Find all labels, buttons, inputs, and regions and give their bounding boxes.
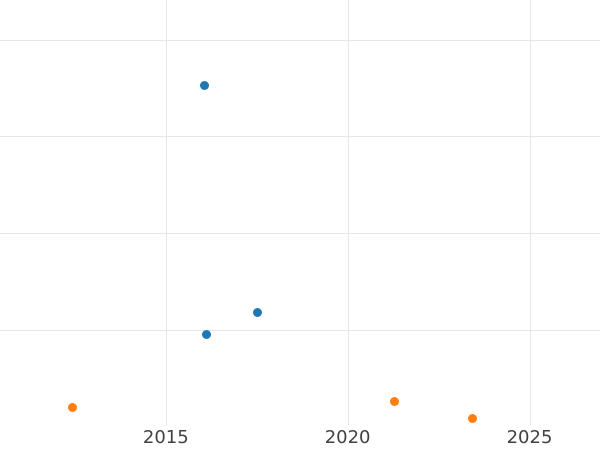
gridline-y-1 (0, 329, 600, 331)
gridline-x-2020 (347, 0, 349, 425)
x-tick-label-2025: 2025 (506, 427, 553, 448)
orange-series-point-2 (468, 414, 478, 424)
orange-series-point-1 (389, 396, 399, 406)
blue-series-point-0 (199, 80, 209, 90)
x-tick-label-2015: 2015 (142, 427, 189, 448)
orange-series-point-0 (67, 402, 77, 412)
x-tick-label-2020: 2020 (324, 427, 371, 448)
gridline-y-4 (0, 39, 600, 41)
gridline-y-2 (0, 233, 600, 234)
gridline-x-2015 (165, 0, 167, 425)
gridline-x-2025 (529, 0, 531, 425)
blue-series-point-1 (202, 330, 212, 339)
blue-series-point-2 (253, 307, 262, 317)
gridline-y-3 (0, 136, 600, 138)
